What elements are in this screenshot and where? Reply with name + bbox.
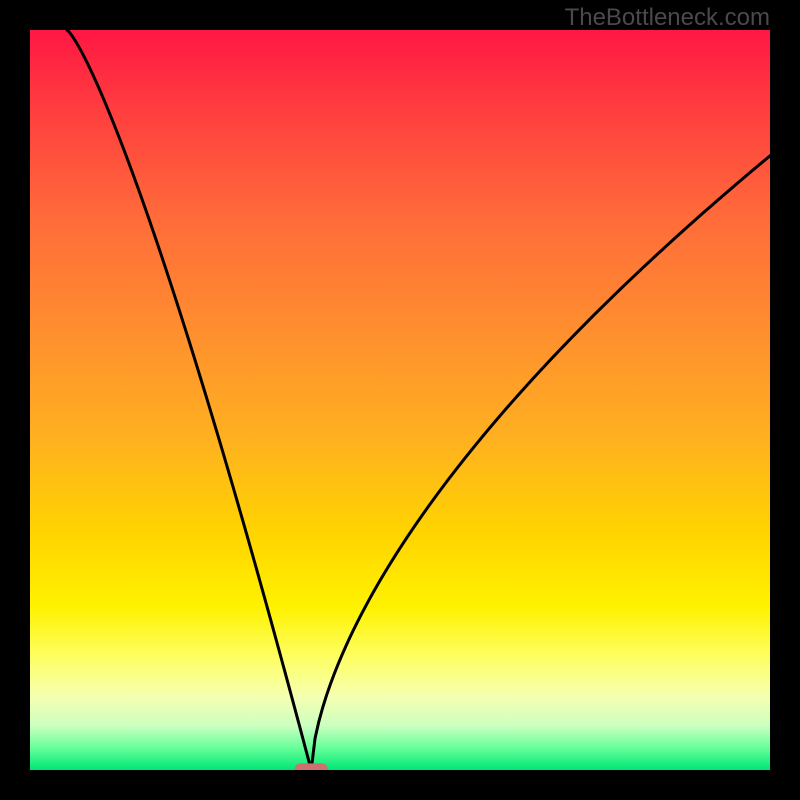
chart-frame: TheBottleneck.com (0, 0, 800, 800)
bottleneck-curve (67, 30, 770, 770)
notch-marker (295, 763, 328, 770)
watermark-text: TheBottleneck.com (565, 4, 770, 32)
curve-layer (30, 30, 770, 770)
plot-area (30, 30, 770, 770)
